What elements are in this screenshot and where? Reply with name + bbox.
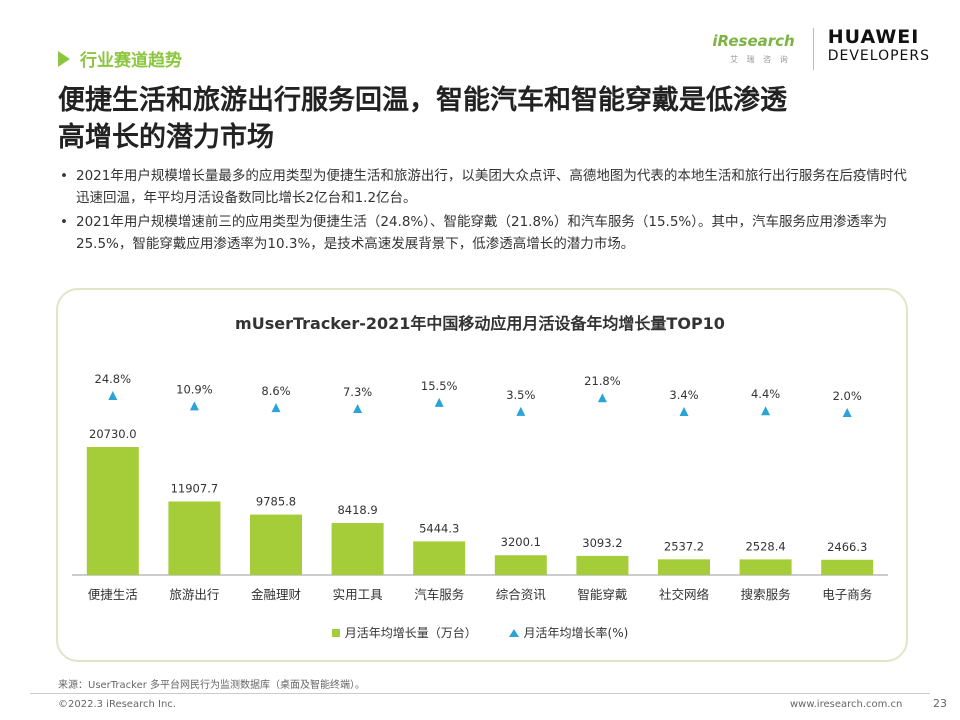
rate-value-label: 3.4% bbox=[669, 388, 698, 402]
legend-label: 月活年均增长率(%) bbox=[523, 626, 629, 640]
bar-value-label: 3200.1 bbox=[501, 535, 541, 549]
iresearch-logo: iResearch 艾 瑞 咨 询 bbox=[712, 28, 795, 68]
bar-value-label: 5444.3 bbox=[419, 521, 459, 535]
rate-value-label: 7.3% bbox=[343, 385, 372, 399]
category-label: 搜索服务 bbox=[741, 587, 791, 602]
rate-marker-2 bbox=[271, 403, 281, 413]
rate-value-label: 15.5% bbox=[421, 379, 458, 393]
category-label: 便捷生活 bbox=[88, 587, 138, 602]
footer-divider bbox=[30, 693, 930, 694]
rate-value-label: 4.4% bbox=[751, 387, 780, 401]
rate-marker-5 bbox=[516, 406, 526, 416]
play-triangle-icon bbox=[58, 50, 70, 67]
bar-value-label: 3093.2 bbox=[582, 536, 622, 550]
bar-value-label: 2528.4 bbox=[745, 539, 785, 553]
rate-value-label: 10.9% bbox=[176, 382, 213, 396]
logos: iResearch 艾 瑞 咨 询 HUAWEI DEVELOPERS bbox=[712, 28, 930, 70]
rate-marker-9 bbox=[842, 408, 852, 417]
legend-triangle-icon bbox=[508, 628, 519, 637]
section-label: 行业赛道趋势 bbox=[80, 51, 182, 71]
category-label: 电子商务 bbox=[822, 587, 872, 602]
rate-value-label: 21.8% bbox=[584, 374, 621, 388]
bar-6 bbox=[576, 555, 629, 575]
category-label: 实用工具 bbox=[333, 587, 384, 602]
bar-9 bbox=[821, 559, 874, 575]
category-label: 综合资讯 bbox=[496, 587, 547, 602]
bar-7 bbox=[658, 559, 710, 575]
bar-8 bbox=[739, 559, 792, 575]
category-label: 汽车服务 bbox=[414, 587, 464, 602]
page-title: 便捷生活和旅游出行服务回温，智能汽车和智能穿戴是低渗透高增长的潜力市场 bbox=[58, 85, 787, 153]
category-label: 金融理财 bbox=[251, 587, 301, 602]
chart-legend: 月活年均增长量（万台） 月活年均增长率(%) bbox=[0, 624, 960, 641]
legend-label: 月活年均增长量（万台） bbox=[344, 626, 477, 640]
rate-value-label: 3.5% bbox=[506, 388, 535, 402]
bar-value-label: 2537.2 bbox=[664, 539, 704, 553]
rate-value-label: 8.6% bbox=[261, 384, 290, 398]
rate-marker-8 bbox=[761, 406, 771, 416]
bar-3 bbox=[331, 523, 384, 575]
section-tag: 行业赛道趋势 bbox=[58, 46, 182, 71]
bar-value-label: 9785.8 bbox=[256, 495, 296, 509]
bullet-item: 2021年用户规模增长量最多的应用类型为便捷生活和旅游出行，以美团大众点评、高德… bbox=[60, 165, 920, 209]
legend-item-rate: 月活年均增长率(%) bbox=[508, 624, 629, 641]
bar-value-label: 8418.9 bbox=[337, 503, 377, 517]
logo-divider bbox=[812, 28, 814, 70]
rate-marker-3 bbox=[353, 404, 363, 414]
bar-4 bbox=[413, 541, 466, 575]
legend-item-bars: 月活年均增长量（万台） bbox=[331, 624, 477, 641]
chart-title: mUserTracker-2021年中国移动应用月活设备年均增长量TOP10 bbox=[235, 314, 725, 333]
iresearch-logo-sub: 艾 瑞 咨 询 bbox=[730, 55, 791, 64]
huawei-developers-logo: HUAWEI DEVELOPERS bbox=[828, 28, 930, 66]
rate-marker-7 bbox=[679, 406, 689, 416]
rate-marker-6 bbox=[597, 393, 607, 403]
legend-square-icon bbox=[331, 628, 340, 637]
category-label: 智能穿戴 bbox=[577, 587, 627, 602]
chart-frame bbox=[56, 288, 908, 662]
rate-value-label: 2.0% bbox=[833, 389, 862, 403]
rate-value-label: 24.8% bbox=[95, 372, 132, 386]
copyright: ©2022.3 iResearch Inc. bbox=[58, 699, 176, 710]
bar-value-label: 2466.3 bbox=[827, 540, 867, 554]
rate-marker-0 bbox=[108, 391, 118, 400]
category-label: 社交网络 bbox=[659, 587, 710, 602]
huawei-logo-line2: DEVELOPERS bbox=[827, 48, 930, 64]
page-number: 23 bbox=[933, 697, 947, 710]
bar-value-label: 20730.0 bbox=[89, 427, 137, 441]
iresearch-logo-name: iResearch bbox=[712, 32, 795, 50]
rate-marker-4 bbox=[434, 397, 444, 407]
bar-0 bbox=[86, 447, 139, 575]
bar-1 bbox=[168, 501, 221, 575]
bullet-item: 2021年用户规模增速前三的应用类型为便捷生活（24.8%）、智能穿戴（21.8… bbox=[60, 211, 920, 255]
website-url: www.iresearch.com.cn bbox=[790, 699, 903, 710]
bar-value-label: 11907.7 bbox=[171, 481, 219, 495]
bar-5 bbox=[494, 555, 547, 575]
category-label: 旅游出行 bbox=[169, 587, 219, 602]
bar-2 bbox=[250, 514, 302, 575]
source-note: 来源：UserTracker 多平台网民行为监测数据库（桌面及智能终端）。 bbox=[58, 680, 366, 691]
rate-marker-1 bbox=[189, 401, 199, 411]
bullet-list: 2021年用户规模增长量最多的应用类型为便捷生活和旅游出行，以美团大众点评、高德… bbox=[60, 165, 920, 257]
huawei-logo-line1: HUAWEI bbox=[827, 26, 920, 48]
